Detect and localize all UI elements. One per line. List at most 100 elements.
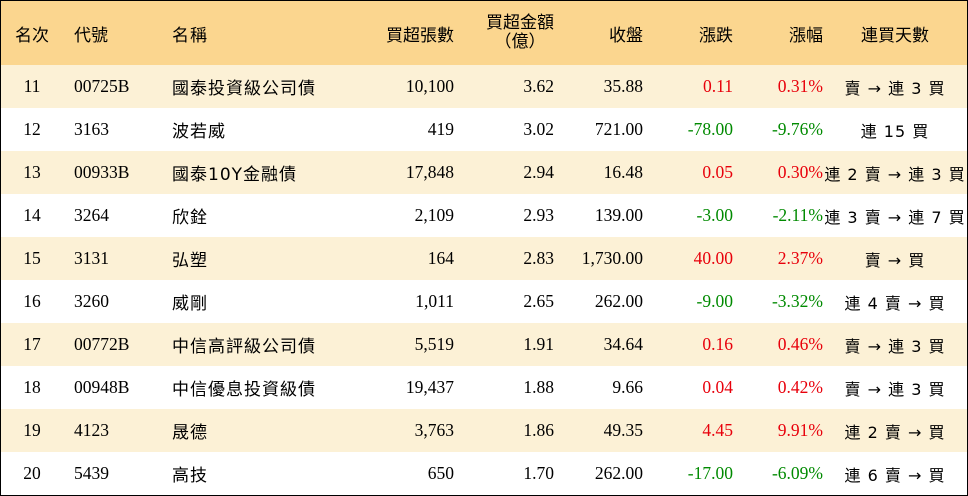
change-cell: 4.45 — [702, 420, 733, 440]
net-buy-lots-cell: 17,848 — [405, 162, 454, 182]
close-price-cell: 721.00 — [594, 119, 643, 139]
streak-cell: 連 3 賣 → 連 7 買 — [824, 207, 966, 227]
header-streak: 連買天數 — [861, 25, 929, 46]
header-net-buy-amount-line2: （億） — [494, 32, 546, 52]
table-header: 名次 代號 名稱 買超張數 買超金額 （億） 收盤 漲跌 漲幅 連買天數 — [1, 1, 967, 65]
change-cell: 0.16 — [702, 334, 733, 354]
table-row: 14 3264 欣銓 2,109 2.93 139.00 -3.00 -2.11% 連 3 賣 … — [1, 194, 967, 237]
net-buy-amount-cell: 1.86 — [523, 420, 554, 440]
header-net-buy-amount: 買超金額 （億） — [454, 1, 554, 65]
net-buy-lots-cell: 419 — [427, 119, 454, 139]
streak-cell: 連 4 賣 → 買 — [844, 293, 946, 313]
name-cell: 威剛 — [172, 294, 208, 314]
streak-cell: 連 6 賣 → 買 — [844, 465, 946, 485]
change-cell: 0.05 — [702, 162, 733, 182]
name-cell: 弘塑 — [172, 251, 208, 271]
name-cell: 波若威 — [172, 122, 226, 142]
table-row: 15 3131 弘塑 164 2.83 1,730.00 40.00 2.37% 賣 → 買 — [1, 237, 967, 280]
name-cell: 晟德 — [172, 423, 208, 443]
name-cell: 國泰10Y金融債 — [172, 165, 298, 185]
change-pct-cell: 0.42% — [777, 377, 823, 397]
change-cell: 0.04 — [702, 377, 733, 397]
change-pct-cell: 0.46% — [777, 334, 823, 354]
net-buy-amount-cell: 1.70 — [523, 463, 554, 483]
header-close: 收盤 — [609, 25, 643, 46]
code-cell: 3260 — [74, 291, 109, 311]
change-cell: -17.00 — [687, 463, 733, 483]
change-pct-cell: 2.37% — [777, 248, 823, 268]
code-cell: 00933B — [74, 162, 130, 182]
table-row: 18 00948B 中信優息投資級債 19,437 1.88 9.66 0.04 0.42% 賣… — [1, 366, 967, 409]
close-price-cell: 262.00 — [594, 291, 643, 311]
streak-cell: 連 2 賣 → 連 3 買 — [824, 164, 966, 184]
net-buy-lots-cell: 650 — [427, 463, 454, 483]
close-price-cell: 16.48 — [603, 162, 643, 182]
header-change-pct: 漲幅 — [789, 25, 823, 46]
name-cell: 中信優息投資級債 — [172, 380, 316, 400]
header-rank: 名次 — [15, 25, 49, 46]
header-net-buy-amount-label: 買超金額 （億） — [486, 14, 554, 52]
net-buy-lots-cell: 3,763 — [414, 420, 454, 440]
header-change: 漲跌 — [699, 25, 733, 46]
close-price-cell: 35.88 — [603, 76, 643, 96]
close-price-cell: 1,730.00 — [581, 248, 643, 268]
streak-cell: 賣 → 連 3 買 — [844, 379, 946, 399]
table-row: 11 00725B 國泰投資級公司債 10,100 3.62 35.88 0.11 0.31%… — [1, 65, 967, 108]
code-cell: 4123 — [74, 420, 109, 440]
net-buy-lots-cell: 5,519 — [414, 334, 454, 354]
header-net-buy-amount-line1: 買超金額 — [486, 13, 554, 33]
change-cell: -78.00 — [687, 119, 733, 139]
code-cell: 00725B — [74, 76, 130, 96]
table-row: 17 00772B 中信高評級公司債 5,519 1.91 34.64 0.16 0.46% 賣… — [1, 323, 967, 366]
streak-cell: 賣 → 連 3 買 — [844, 336, 946, 356]
change-pct-cell: 0.30% — [777, 162, 823, 182]
net-buy-amount-cell: 1.91 — [523, 334, 554, 354]
net-buy-lots-cell: 2,109 — [414, 205, 454, 225]
header-row: 名次 代號 名稱 買超張數 買超金額 （億） 收盤 漲跌 漲幅 連買天數 — [1, 1, 967, 65]
rank-cell: 20 — [23, 463, 41, 483]
change-cell: 0.11 — [703, 76, 733, 96]
close-price-cell: 139.00 — [594, 205, 643, 225]
code-cell: 3264 — [74, 205, 109, 225]
table-row: 13 00933B 國泰10Y金融債 17,848 2.94 16.48 0.05 0.30%… — [1, 151, 967, 194]
code-cell: 3163 — [74, 119, 109, 139]
net-buy-amount-cell: 2.83 — [523, 248, 554, 268]
code-cell: 00948B — [74, 377, 130, 397]
change-pct-cell: 0.31% — [777, 76, 823, 96]
streak-cell: 賣 → 買 — [864, 250, 926, 270]
change-cell: -9.00 — [696, 291, 733, 311]
name-cell: 欣銓 — [172, 208, 208, 228]
table-row: 20 5439 高技 650 1.70 262.00 -17.00 -6.09% 連 6 賣 →… — [1, 452, 967, 495]
rank-cell: 12 — [23, 119, 41, 139]
rank-cell: 11 — [23, 76, 41, 96]
name-cell: 高技 — [172, 466, 208, 486]
code-cell: 5439 — [74, 463, 109, 483]
net-buy-amount-cell: 2.94 — [523, 162, 554, 182]
close-price-cell: 262.00 — [594, 463, 643, 483]
table-row: 19 4123 晟德 3,763 1.86 49.35 4.45 9.91% 連 2 賣 → 買 — [1, 409, 967, 452]
name-cell: 國泰投資級公司債 — [172, 79, 316, 99]
change-pct-cell: -2.11% — [772, 205, 823, 225]
rank-cell: 16 — [23, 291, 41, 311]
rank-cell: 17 — [23, 334, 41, 354]
streak-cell: 連 15 買 — [860, 121, 930, 141]
table-row: 12 3163 波若威 419 3.02 721.00 -78.00 -9.76% 連 15 買 — [1, 108, 967, 151]
code-cell: 00772B — [74, 334, 130, 354]
close-price-cell: 9.66 — [612, 377, 643, 397]
close-price-cell: 49.35 — [603, 420, 643, 440]
change-pct-cell: -6.09% — [771, 463, 823, 483]
header-code: 代號 — [74, 25, 108, 46]
change-pct-cell: -9.76% — [771, 119, 823, 139]
rank-cell: 13 — [23, 162, 41, 182]
name-cell: 中信高評級公司債 — [172, 337, 316, 357]
header-name: 名稱 — [172, 25, 208, 46]
net-buy-lots-cell: 1,011 — [415, 291, 454, 311]
net-buy-amount-cell: 3.02 — [523, 119, 554, 139]
net-buy-amount-cell: 3.62 — [523, 76, 554, 96]
code-cell: 3131 — [74, 248, 109, 268]
net-buy-lots-cell: 10,100 — [405, 76, 454, 96]
change-cell: -3.00 — [696, 205, 733, 225]
change-pct-cell: 9.91% — [777, 420, 823, 440]
